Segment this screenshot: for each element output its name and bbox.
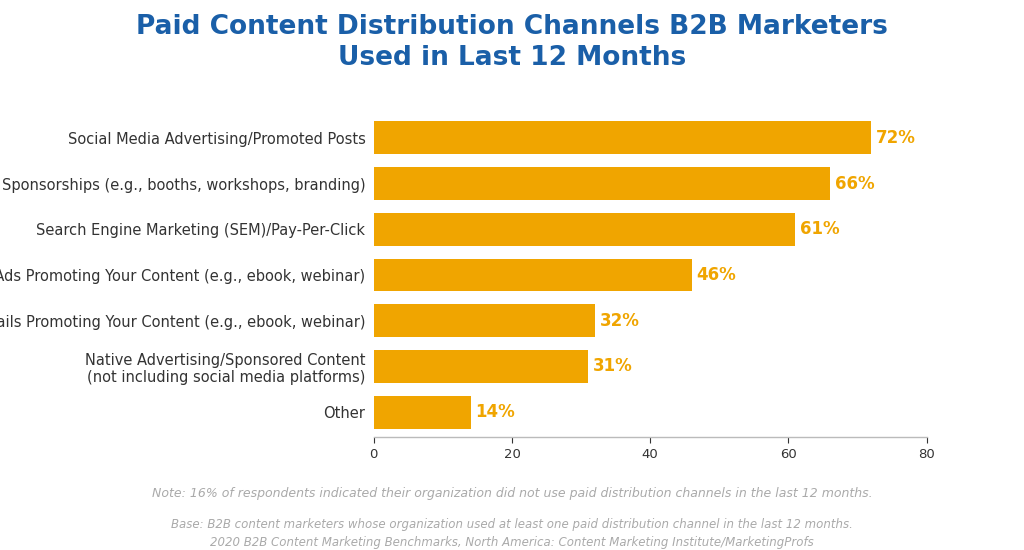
Bar	[374, 304, 595, 337]
Bar	[374, 213, 796, 246]
Text: 66%: 66%	[835, 174, 874, 192]
Text: Note: 16% of respondents indicated their organization did not use paid distribut: Note: 16% of respondents indicated their…	[152, 487, 872, 500]
Text: 61%: 61%	[800, 221, 840, 238]
Text: 31%: 31%	[593, 358, 633, 376]
Text: Paid Content Distribution Channels B2B Marketers
Used in Last 12 Months: Paid Content Distribution Channels B2B M…	[136, 14, 888, 71]
Bar	[374, 167, 829, 200]
Text: 14%: 14%	[475, 403, 515, 421]
Bar	[374, 350, 588, 383]
Bar	[374, 122, 871, 155]
Text: Base: B2B content marketers whose organization used at least one paid distributi: Base: B2B content marketers whose organi…	[171, 518, 853, 549]
Text: 46%: 46%	[696, 266, 736, 284]
Bar	[374, 395, 471, 428]
Text: 72%: 72%	[877, 129, 916, 147]
Text: 32%: 32%	[600, 312, 640, 329]
Bar	[374, 258, 692, 292]
